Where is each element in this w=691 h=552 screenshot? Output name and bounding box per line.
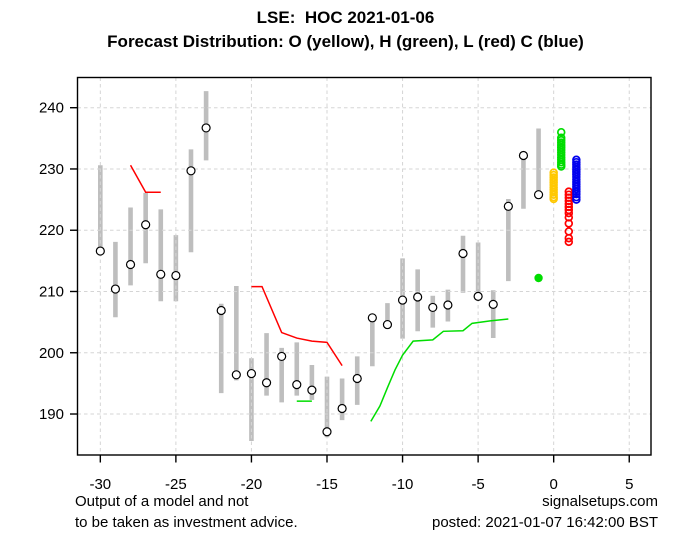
forecast-cluster-H — [556, 127, 566, 171]
close-circle — [443, 300, 453, 310]
disclaimer-line-2: to be taken as investment advice. — [75, 514, 298, 531]
forecast-point — [564, 227, 574, 236]
x-tick-label: -20 — [241, 476, 263, 493]
close-circle — [216, 305, 226, 316]
close-circle — [156, 269, 166, 279]
chart-subtitle: Forecast Distribution: O (yellow), H (gr… — [107, 32, 584, 51]
x-tick-label: -5 — [471, 476, 484, 493]
x-tick-label: -10 — [392, 476, 414, 493]
close-circle — [413, 292, 423, 302]
axes: -30 -25 -20 -15 -10 -5 0 5 190 200 210 220 230 240 — [39, 76, 652, 493]
x-tick-label: 0 — [550, 476, 558, 493]
red-signal-line — [251, 285, 343, 367]
close-circle — [277, 351, 287, 362]
close-circle — [246, 368, 257, 379]
hilo-bars — [98, 91, 541, 441]
y-tick-label: 220 — [39, 222, 64, 239]
y-tick-label: 230 — [39, 161, 64, 178]
forecast-point — [549, 194, 558, 204]
close-circle — [125, 259, 136, 270]
forecast-point — [556, 162, 566, 171]
close-circle — [95, 246, 105, 256]
forecast-point — [564, 219, 574, 228]
close-circle — [292, 380, 302, 390]
close-circle — [141, 220, 151, 230]
forecast-point — [564, 237, 574, 247]
forecast-cluster-O — [549, 168, 558, 204]
close-circle — [397, 295, 408, 305]
close-circle — [322, 427, 332, 437]
disclaimer-line-1: Output of a model and not — [75, 493, 249, 510]
disclaimer: Output of a model and not to be taken as… — [75, 491, 298, 533]
close-circle — [382, 319, 393, 330]
close-circle — [367, 313, 377, 323]
model-lines — [129, 164, 509, 422]
close-circle — [110, 284, 121, 294]
y-tick-label: 240 — [39, 100, 64, 117]
forecast-point — [572, 189, 581, 199]
x-tick-label: 5 — [625, 476, 633, 493]
close-circle — [231, 370, 241, 380]
forecast-point — [564, 208, 574, 218]
y-tick-label: 190 — [39, 406, 64, 423]
y-tick-label: 210 — [39, 283, 64, 300]
x-tick-label: -25 — [165, 476, 187, 493]
close-circle — [458, 248, 468, 259]
close-circles — [95, 123, 544, 437]
forecast-cluster-L — [564, 187, 574, 247]
x-tick-label: -15 — [316, 476, 338, 493]
forecast-cluster-C — [572, 155, 581, 204]
gridlines — [77, 77, 651, 455]
close-circle — [171, 270, 181, 281]
attribution: signalsetups.com posted: 2021-01-07 16:4… — [432, 491, 658, 533]
y-tick-label: 200 — [39, 345, 64, 362]
green-marker-dot — [534, 273, 543, 283]
x-tick-label: -30 — [89, 476, 111, 493]
plot-border — [76, 76, 652, 456]
close-circle — [337, 403, 347, 414]
forecast-clusters — [549, 127, 581, 247]
close-circle — [473, 291, 483, 301]
close-circle — [488, 299, 498, 309]
close-circle — [503, 201, 513, 211]
close-circle — [201, 123, 211, 133]
forecast-point — [556, 127, 566, 137]
chart-title: LSE: HOC 2021-01-06 — [256, 8, 435, 27]
close-circle — [261, 378, 272, 388]
forecast-point — [564, 233, 574, 243]
forecast-point — [572, 195, 581, 204]
close-circle — [307, 385, 317, 395]
posted-timestamp: posted: 2021-01-07 16:42:00 BST — [432, 514, 658, 531]
close-circle — [533, 190, 544, 200]
close-circle — [186, 166, 196, 176]
close-circle — [352, 373, 362, 384]
site-name: signalsetups.com — [542, 493, 658, 510]
red-signal-line — [129, 164, 161, 193]
close-circle — [428, 302, 438, 313]
green-signal-line — [370, 318, 509, 422]
close-circle — [518, 150, 529, 161]
